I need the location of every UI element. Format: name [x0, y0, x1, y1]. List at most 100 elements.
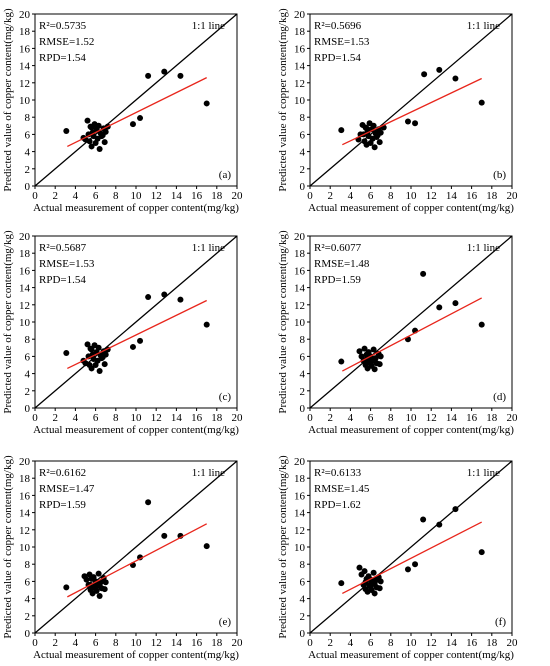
data-point	[63, 584, 70, 591]
data-point	[420, 516, 427, 523]
x-tick-label: 14	[171, 412, 183, 424]
y-tick-label: 14	[294, 61, 306, 73]
scatter-panel: 0 2 4 6 8 10 12 14 16 18 2002468101214161820Actual…	[2, 230, 243, 436]
data-point	[63, 349, 70, 356]
y-tick-label: 4	[25, 369, 31, 381]
y-tick-label: 10	[19, 542, 31, 554]
y-tick-label: 12	[19, 300, 30, 312]
panel-label: (e)	[219, 616, 232, 628]
data-point	[88, 143, 95, 150]
x-tick-label: 18	[486, 412, 498, 424]
x-tick-label: 8	[388, 190, 394, 202]
data-point	[363, 125, 370, 132]
y-tick-label: 8	[25, 112, 31, 124]
stat-r2: R²=0.6133	[314, 467, 362, 479]
x-tick-label: 2	[52, 190, 58, 202]
y-tick-label: 4	[25, 147, 31, 159]
x-tick-label: 20	[232, 412, 244, 424]
data-point	[338, 580, 345, 587]
data-point	[370, 346, 377, 353]
data-point	[99, 354, 106, 361]
regression-line	[67, 299, 207, 370]
stat-r2: R²=0.6162	[39, 467, 86, 479]
data-point	[404, 566, 411, 573]
data-point	[88, 124, 95, 131]
y-tick-label: 8	[300, 334, 306, 346]
y-tick-label: 12	[294, 300, 305, 312]
x-tick-label: 6	[93, 637, 99, 649]
data-point	[88, 365, 95, 372]
y-tick-label: 20	[294, 456, 306, 468]
y-tick-label: 2	[25, 164, 31, 176]
data-point	[161, 68, 168, 75]
data-point	[129, 343, 136, 350]
stat-rmse: RMSE=1.47	[39, 483, 95, 495]
x-tick-label: 16	[191, 412, 203, 424]
x-tick-label: 14	[171, 190, 183, 202]
stat-rmse: RMSE=1.53	[314, 36, 370, 48]
y-tick-label: 6	[300, 129, 306, 141]
regression-line	[67, 77, 207, 148]
stat-rpd: RPD=1.59	[314, 274, 361, 286]
data-point	[102, 579, 109, 586]
data-point	[99, 132, 106, 139]
data-point	[452, 75, 459, 82]
x-tick-label: 0	[32, 412, 38, 424]
x-tick-label: 0	[307, 637, 313, 649]
regression-line	[67, 523, 208, 598]
y-tick-label: 20	[294, 9, 306, 21]
data-point	[88, 346, 95, 353]
scatter-panel: 0 2 4 6 8 10 12 14 16 18 2002468101214161820Actual…	[277, 230, 518, 436]
y-tick-label: 0	[25, 403, 31, 415]
data-point	[404, 118, 411, 125]
x-tick-label: 20	[507, 412, 519, 424]
y-tick-label: 8	[300, 559, 306, 571]
y-tick-label: 16	[19, 43, 31, 55]
y-tick-label: 4	[300, 594, 306, 606]
data-point	[129, 121, 136, 128]
x-tick-label: 12	[426, 637, 437, 649]
data-point	[371, 580, 378, 587]
y-tick-label: 12	[294, 525, 305, 537]
x-tick-label: 12	[426, 412, 437, 424]
data-point	[436, 66, 443, 73]
data-point	[338, 358, 345, 365]
identity-line	[309, 235, 513, 409]
identity-line-label: 1:1 line	[192, 20, 225, 32]
y-tick-label: 14	[294, 508, 306, 520]
stat-rpd: RPD=1.59	[39, 499, 86, 511]
data-point	[96, 582, 103, 589]
x-tick-label: 8	[113, 190, 119, 202]
x-tick-label: 2	[52, 637, 58, 649]
identity-line	[309, 460, 513, 634]
y-tick-label: 2	[25, 386, 31, 398]
data-point	[177, 72, 184, 79]
panel-label: (c)	[219, 391, 232, 403]
stat-r2: R²=0.5735	[39, 20, 87, 32]
data-point	[420, 270, 427, 277]
data-point	[145, 499, 152, 506]
identity-line	[34, 13, 238, 187]
stat-r2: R²=0.5696	[314, 20, 362, 32]
y-tick-label: 6	[300, 576, 306, 588]
data-point	[356, 348, 363, 355]
y-axis-label: Predicted value of copper content(mg/kg)	[277, 8, 289, 192]
data-point	[137, 337, 144, 344]
x-tick-label: 4	[348, 637, 354, 649]
y-tick-label: 14	[294, 283, 306, 295]
y-tick-label: 16	[294, 490, 306, 502]
identity-line-label: 1:1 line	[467, 242, 500, 254]
y-tick-label: 16	[294, 43, 306, 55]
stat-rmse: RMSE=1.45	[314, 483, 370, 495]
data-point	[101, 586, 108, 593]
stat-rpd: RPD=1.62	[314, 499, 361, 511]
x-tick-label: 6	[368, 412, 374, 424]
data-point	[421, 71, 428, 78]
data-point	[478, 99, 485, 106]
x-tick-label: 8	[113, 412, 119, 424]
x-tick-label: 10	[406, 190, 418, 202]
y-tick-label: 2	[300, 611, 306, 623]
x-tick-label: 2	[327, 637, 333, 649]
scatter-panel: 0 2 4 6 8 10 12 14 16 18 2002468101214161820Actual…	[277, 8, 518, 214]
y-tick-label: 16	[294, 265, 306, 277]
